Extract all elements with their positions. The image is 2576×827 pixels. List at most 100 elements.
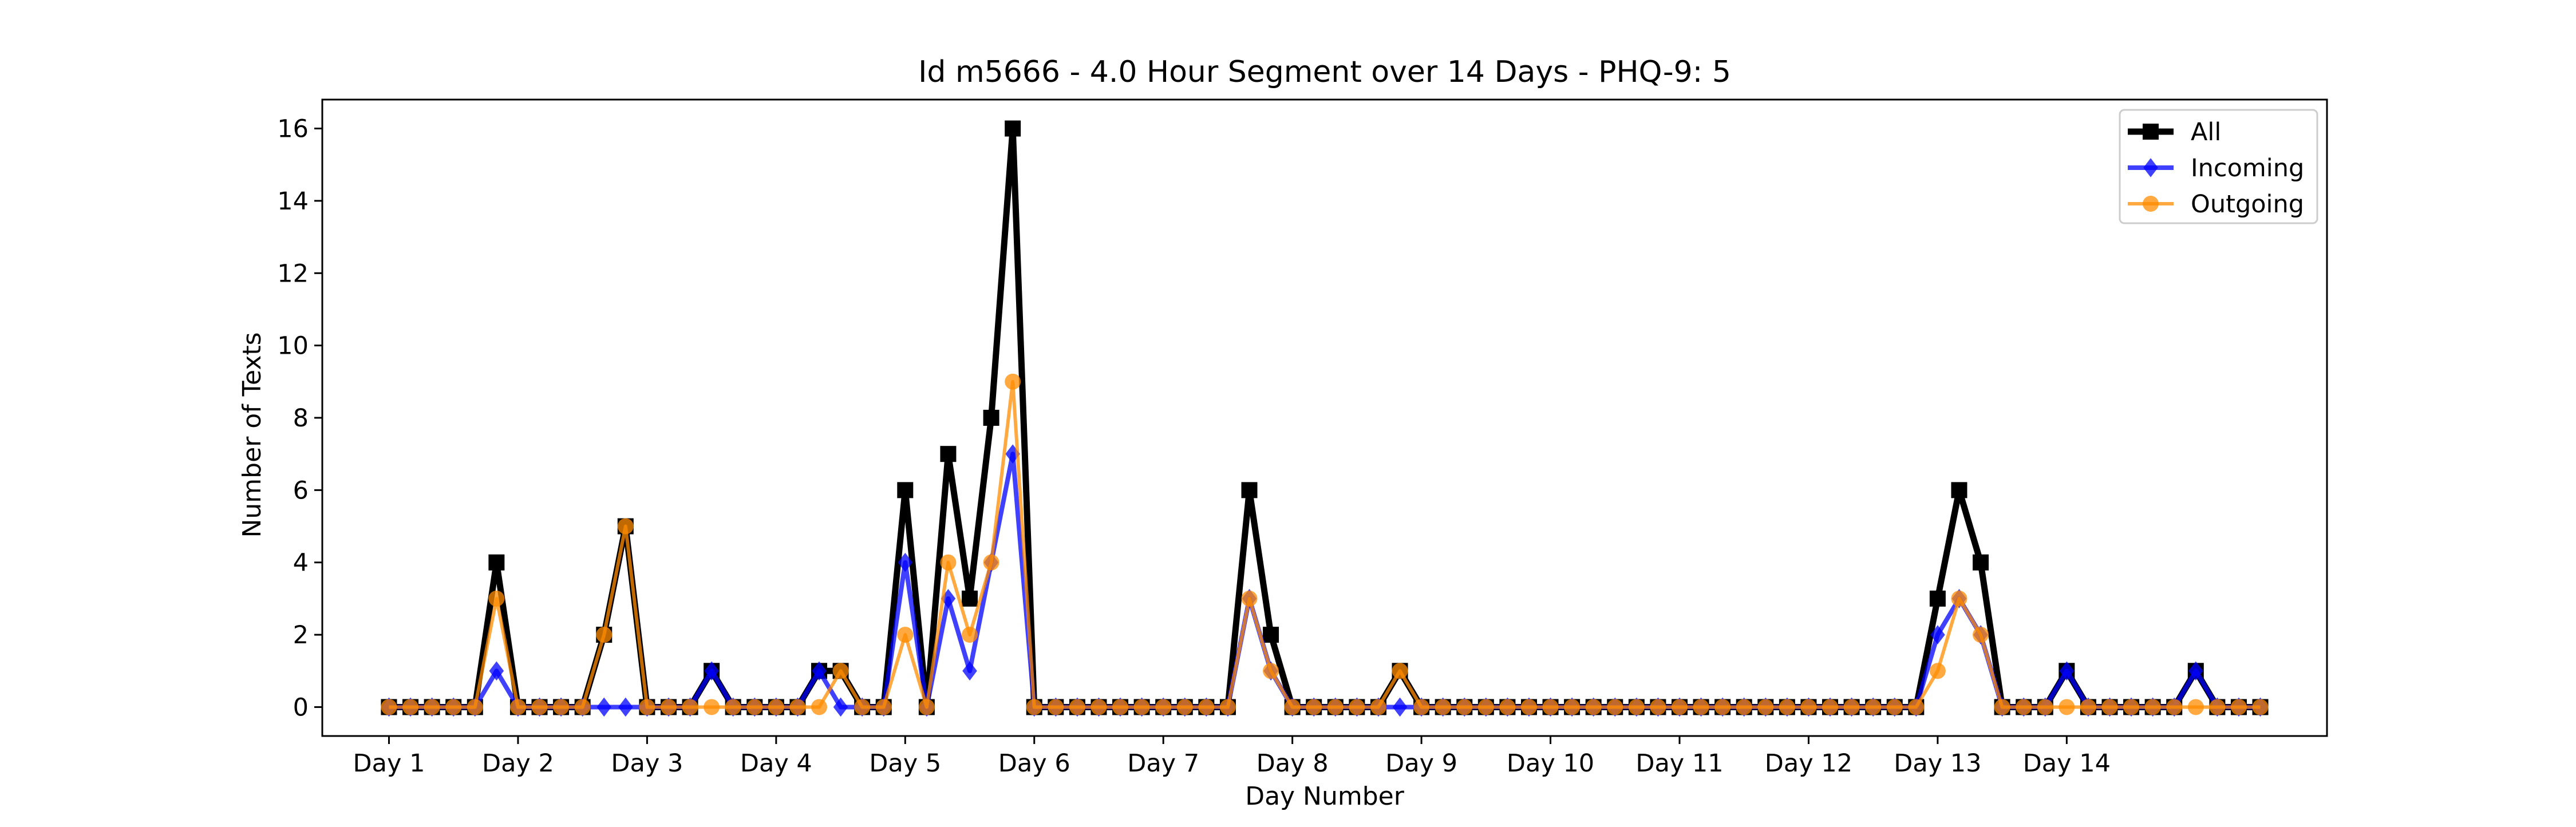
data-point-outgoing [1714, 699, 1731, 715]
data-point-outgoing [531, 699, 548, 715]
data-point-all [983, 410, 999, 426]
data-point-outgoing [854, 699, 871, 715]
data-point-outgoing [1349, 699, 1365, 715]
data-point-all [962, 590, 978, 607]
data-point-all [1951, 482, 1967, 498]
data-point-incoming [898, 552, 913, 572]
data-point-outgoing [2144, 699, 2161, 715]
data-point-outgoing [1671, 699, 1688, 715]
data-point-outgoing [897, 627, 914, 643]
data-point-outgoing [789, 699, 806, 715]
data-point-outgoing [639, 699, 655, 715]
data-point-outgoing [1370, 699, 1386, 715]
data-point-outgoing [1886, 699, 1903, 715]
data-point-outgoing [2166, 699, 2183, 715]
data-point-outgoing [1477, 699, 1494, 715]
series-outgoing [381, 373, 2269, 715]
data-point-incoming [2188, 661, 2203, 681]
x-tick-label: Day 3 [611, 749, 683, 778]
data-point-incoming [833, 697, 848, 717]
legend-item-all: All [2128, 118, 2221, 147]
data-point-outgoing [2080, 699, 2096, 715]
data-point-outgoing [402, 699, 419, 715]
x-axis-label: Day Number [1245, 782, 1405, 811]
data-point-incoming [1392, 697, 1408, 717]
data-point-outgoing [746, 699, 763, 715]
data-point-outgoing [832, 663, 849, 679]
x-tick-label: Day 9 [1385, 749, 1457, 778]
data-point-outgoing [488, 590, 505, 607]
data-point-outgoing [1865, 699, 1882, 715]
data-point-outgoing [1499, 699, 1516, 715]
data-point-outgoing [1951, 590, 1967, 607]
data-point-outgoing [1757, 699, 1774, 715]
data-point-outgoing [1650, 699, 1666, 715]
legend-label-outgoing: Outgoing [2191, 190, 2304, 219]
data-point-all [488, 554, 505, 571]
x-tick-label: Day 5 [869, 749, 941, 778]
data-point-outgoing [553, 699, 570, 715]
axes: 0 2 4 6 8 10 12 14 16 Day 1 Day 2 Day 3 Day 4 Day 5 Da… [277, 98, 2328, 778]
legend-item-incoming: Incoming [2128, 154, 2304, 183]
data-point-outgoing [1843, 699, 1860, 715]
data-point-outgoing [962, 627, 978, 643]
data-point-outgoing [445, 699, 462, 715]
data-point-outgoing [918, 699, 935, 715]
data-point-outgoing [1994, 699, 2010, 715]
data-point-outgoing [660, 699, 677, 715]
legend-item-outgoing: Outgoing [2128, 190, 2304, 219]
y-axis-label: Number of Texts [238, 332, 267, 537]
data-point-outgoing [2101, 699, 2118, 715]
data-point-all [1241, 482, 1258, 498]
data-point-outgoing [1736, 699, 1752, 715]
data-point-outgoing [1112, 699, 1129, 715]
data-point-outgoing [2059, 699, 2075, 715]
data-point-outgoing [1929, 663, 1946, 679]
y-tick-label: 4 [293, 549, 309, 577]
legend-marker-all [2143, 124, 2159, 140]
data-point-outgoing [2123, 699, 2140, 715]
data-point-all [940, 446, 957, 462]
data-point-incoming [489, 661, 504, 681]
data-point-outgoing [1973, 627, 1989, 643]
data-point-outgoing [1155, 699, 1172, 715]
data-point-outgoing [1607, 699, 1623, 715]
data-point-all [1929, 590, 1946, 607]
data-point-outgoing [381, 699, 397, 715]
data-point-all [1005, 120, 1021, 137]
legend-box [2119, 109, 2318, 224]
data-point-outgoing [1048, 699, 1064, 715]
data-point-outgoing [424, 699, 440, 715]
data-point-outgoing [1284, 699, 1301, 715]
data-point-outgoing [1413, 699, 1430, 715]
data-point-outgoing [1392, 663, 1408, 679]
plot-area [381, 120, 2269, 717]
data-point-outgoing [1542, 699, 1559, 715]
legend-marker-outgoing [2143, 196, 2159, 212]
data-point-incoming [962, 661, 977, 681]
y-tick-label: 10 [277, 332, 309, 361]
x-tick-label: Day 8 [1257, 749, 1329, 778]
data-point-outgoing [1133, 699, 1150, 715]
data-point-outgoing [1306, 699, 1322, 715]
data-point-incoming [596, 697, 612, 717]
data-point-outgoing [983, 554, 999, 571]
series-line-outgoing [389, 379, 2261, 709]
data-point-outgoing [2187, 699, 2204, 715]
data-point-outgoing [875, 699, 892, 715]
data-point-outgoing [940, 554, 957, 571]
data-point-all [1263, 627, 1279, 643]
data-point-outgoing [1026, 699, 1042, 715]
data-point-outgoing [1435, 699, 1451, 715]
x-tick-label: Day 10 [1507, 749, 1594, 778]
data-point-outgoing [467, 699, 483, 715]
data-point-outgoing [1263, 663, 1279, 679]
x-tick-label: Day 4 [740, 749, 812, 778]
data-point-outgoing [1693, 699, 1709, 715]
x-tick-label: Day 13 [1894, 749, 1981, 778]
data-point-incoming [2059, 661, 2075, 681]
legend: All Incoming Outgoing [2119, 109, 2318, 224]
data-point-outgoing [1822, 699, 1839, 715]
data-point-outgoing [682, 699, 698, 715]
x-tick-label: Day 7 [1127, 749, 1199, 778]
